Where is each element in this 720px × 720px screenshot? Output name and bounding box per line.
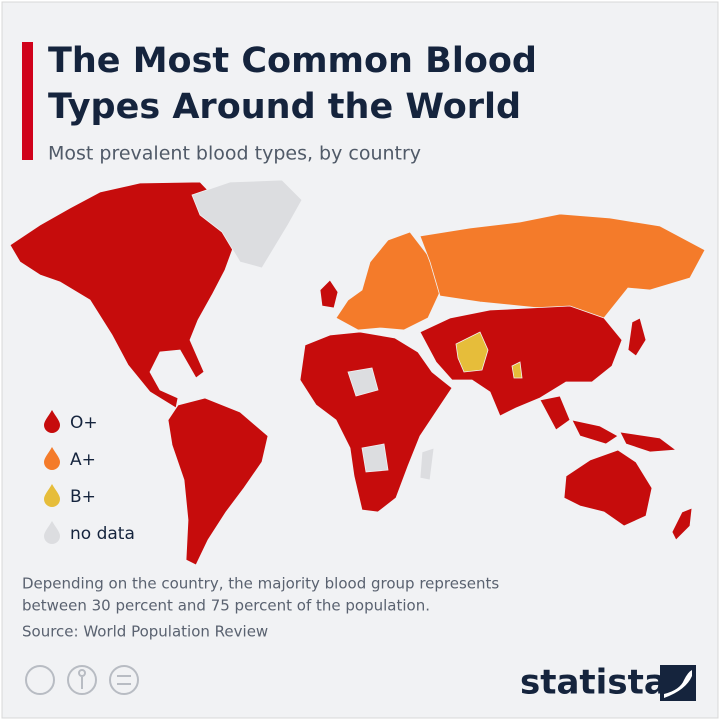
legend: O+ A+ B+ no data — [44, 410, 135, 544]
north-america — [9, 181, 237, 409]
legend-label: A+ — [70, 450, 96, 470]
asia — [419, 305, 623, 417]
legend-drop — [44, 410, 60, 433]
australia — [563, 449, 653, 527]
south-america — [167, 397, 269, 566]
legend-label: no data — [70, 524, 135, 544]
title-line: The Most Common Blood — [48, 41, 537, 81]
new-zealand — [671, 507, 693, 541]
brand-mark-wave — [664, 670, 692, 698]
legend-drop — [44, 484, 60, 507]
note-line: Depending on the country, the majority b… — [22, 575, 499, 593]
legend-drop — [44, 447, 60, 470]
note-line: between 30 percent and 75 percent of the… — [22, 597, 430, 615]
greenland — [191, 179, 303, 269]
bangladesh — [511, 361, 523, 379]
japan — [627, 317, 647, 357]
title-line: Types Around the World — [48, 87, 521, 127]
africa — [299, 331, 453, 513]
legend-drop — [44, 521, 60, 544]
accent-bar — [22, 42, 33, 160]
legend-label: O+ — [70, 413, 98, 433]
russia — [419, 213, 706, 319]
africa-no-data — [347, 367, 435, 481]
subtitle: Most prevalent blood types, by country — [48, 143, 421, 165]
brand-logo: statista — [520, 663, 667, 703]
world-map — [9, 179, 706, 566]
source: Source: World Population Review — [22, 623, 268, 641]
southeast-asia — [539, 395, 678, 453]
license-icons — [25, 665, 139, 695]
uk-ireland — [319, 279, 339, 309]
legend-label: B+ — [70, 487, 96, 507]
pakistan — [455, 331, 489, 373]
